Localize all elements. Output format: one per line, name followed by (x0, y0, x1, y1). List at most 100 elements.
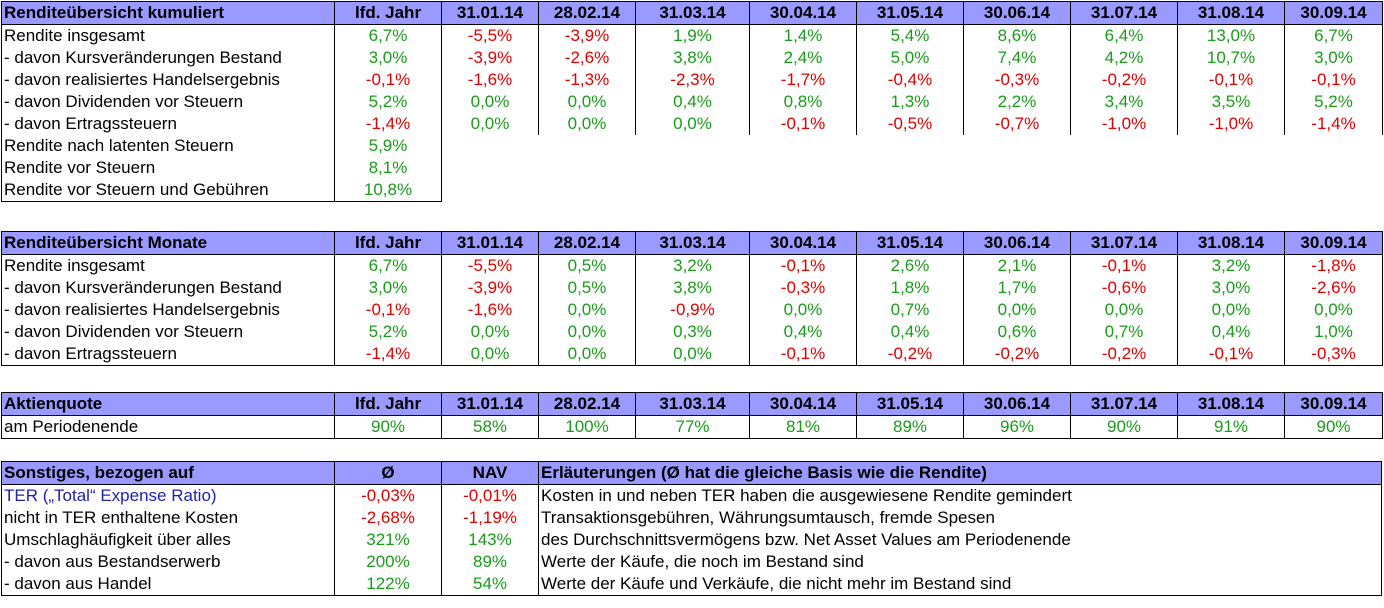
monate-body: Rendite insgesamt 6,7% -5,5% 0,5% 3,2% -0,1% 2… (1, 254, 1383, 366)
column-header-explanations: Erläuterungen (Ø hat die gleiche Basis w… (538, 461, 1382, 485)
table-row: - davon Ertragssteuern -1,4% 0,0% 0,0% 0,0% -… (1, 343, 1383, 366)
column-header: 30.06.14 (963, 1, 1071, 25)
row-label: - davon aus Handel (1, 573, 335, 596)
cell-value: 77% (635, 415, 750, 439)
header-row: Renditeübersicht Monate lfd. Jahr 31.01.… (1, 231, 1383, 255)
section-title: Aktienquote (1, 392, 335, 416)
cell-value: 3,0% (334, 277, 442, 299)
cell-value: 4,2% (1070, 47, 1178, 69)
cell-value: -0,1% (334, 299, 442, 321)
cell-value: -0,3% (749, 277, 857, 299)
cell-value: 10,8% (334, 179, 442, 202)
cell-value: 13,0% (1177, 24, 1285, 47)
cell-value: 3,4% (1070, 91, 1178, 113)
row-label: - davon realisiertes Handelsergebnis (1, 69, 335, 91)
cell-value: 0,0% (538, 113, 636, 135)
cell-value: -0,1% (1177, 69, 1285, 91)
column-header: 30.04.14 (749, 392, 857, 416)
table-row: Rendite vor Steuern und Gebühren 10,8% (1, 179, 1383, 202)
table-row: Umschlaghäufigkeit über alles 321% 143% … (1, 529, 1382, 551)
explanation-text: Werte der Käufe und Verkäufe, die nicht … (538, 573, 1382, 596)
cell-value: -0,1% (749, 254, 857, 277)
column-header: 31.07.14 (1070, 392, 1178, 416)
cell-value: 100% (538, 415, 636, 439)
row-label: - davon Ertragssteuern (1, 343, 335, 366)
cell-value: 89% (441, 551, 539, 573)
cell-value: 143% (441, 529, 539, 551)
explanation-text: Transaktionsgebühren, Währungsumtausch, … (538, 507, 1382, 529)
table-row: Rendite insgesamt 6,7% -5,5% 0,5% 3,2% -0,1% 2… (1, 254, 1383, 277)
column-header: 30.09.14 (1284, 231, 1383, 255)
cell-value: 5,9% (334, 135, 442, 157)
cell-value: -1,4% (334, 113, 442, 135)
table-row: - davon realisiertes Handelsergebnis -0,1… (1, 299, 1383, 321)
cell-value: -1,7% (749, 69, 857, 91)
cell-value: -1,6% (441, 69, 539, 91)
cell-value: -2,6% (538, 47, 636, 69)
kumuliert-body: Rendite insgesamt 6,7% -5,5% -3,9% 1,9% 1,4% 5… (1, 24, 1383, 135)
cell-value: 8,6% (963, 24, 1071, 47)
cell-value: 0,0% (1284, 299, 1383, 321)
table-aktienquote: Aktienquote lfd. Jahr 31.01.14 28.02.14 … (1, 392, 1383, 439)
cell-value: 5,2% (334, 91, 442, 113)
cell-value: -5,5% (441, 254, 539, 277)
table-row: Rendite nach latenten Steuern 5,9% (1, 135, 1383, 157)
column-header: 31.08.14 (1177, 231, 1285, 255)
cell-value: -1,0% (1070, 113, 1178, 135)
cell-value: -0,9% (635, 299, 750, 321)
row-label: Rendite insgesamt (1, 254, 335, 277)
cell-value: -1,8% (1284, 254, 1383, 277)
cell-value: -5,5% (441, 24, 539, 47)
cell-value: 10,7% (1177, 47, 1285, 69)
table-rendite-kumuliert: Renditeübersicht kumuliert lfd. Jahr 31.… (1, 1, 1383, 202)
column-header: 30.06.14 (963, 231, 1071, 255)
section-title: Sonstiges, bezogen auf (1, 461, 335, 485)
column-header: 31.07.14 (1070, 231, 1178, 255)
cell-value: -1,3% (538, 69, 636, 91)
cell-value: 90% (1070, 415, 1178, 439)
row-label: - davon realisiertes Handelsergebnis (1, 299, 335, 321)
column-header: 30.09.14 (1284, 392, 1383, 416)
cell-value: -0,7% (963, 113, 1071, 135)
table-row: Rendite insgesamt 6,7% -5,5% -3,9% 1,9% 1,4% 5… (1, 24, 1383, 47)
cell-value: 0,6% (963, 321, 1071, 343)
cell-value: 1,7% (963, 277, 1071, 299)
cell-value: -3,9% (441, 47, 539, 69)
cell-value: 91% (1177, 415, 1285, 439)
table-row: - davon Kursveränderungen Bestand 3,0% -3,… (1, 47, 1383, 69)
column-header: 31.01.14 (441, 1, 539, 25)
cell-value: 0,4% (749, 321, 857, 343)
cell-value: -0,01% (441, 484, 539, 507)
row-label: - davon Ertragssteuern (1, 113, 335, 135)
row-label: nicht in TER enthaltene Kosten (1, 507, 335, 529)
column-header: 31.05.14 (856, 392, 964, 416)
row-label: Umschlaghäufigkeit über alles (1, 529, 335, 551)
table-row: - davon Dividenden vor Steuern 5,2% 0,0% 0,… (1, 321, 1383, 343)
cell-value: 0,4% (856, 321, 964, 343)
column-header: 30.06.14 (963, 392, 1071, 416)
row-label: - davon Dividenden vor Steuern (1, 91, 335, 113)
cell-value: 3,2% (1177, 254, 1285, 277)
cell-value: 1,0% (1284, 321, 1383, 343)
table-row: - davon aus Handel 122% 54% Werte der Kä… (1, 573, 1382, 596)
column-header: 28.02.14 (538, 392, 636, 416)
table-row: - davon Kursveränderungen Bestand 3,0% -3,… (1, 277, 1383, 299)
cell-value: 1,9% (635, 24, 750, 47)
cell-value: -0,4% (856, 69, 964, 91)
cell-value: 0,5% (538, 254, 636, 277)
cell-value: 89% (856, 415, 964, 439)
column-header: 31.07.14 (1070, 1, 1178, 25)
cell-value: 1,4% (749, 24, 857, 47)
cell-value: 0,0% (1177, 299, 1285, 321)
cell-value: 3,0% (334, 47, 442, 69)
row-label: am Periodenende (1, 415, 335, 439)
column-header: 31.08.14 (1177, 392, 1285, 416)
cell-value: -0,6% (1070, 277, 1178, 299)
cell-value: 3,2% (635, 254, 750, 277)
cell-value: 6,7% (334, 24, 442, 47)
cell-value: 0,3% (635, 321, 750, 343)
cell-value: 58% (441, 415, 539, 439)
cell-value: 3,0% (1284, 47, 1383, 69)
cell-value: 81% (749, 415, 857, 439)
cell-value: 54% (441, 573, 539, 596)
